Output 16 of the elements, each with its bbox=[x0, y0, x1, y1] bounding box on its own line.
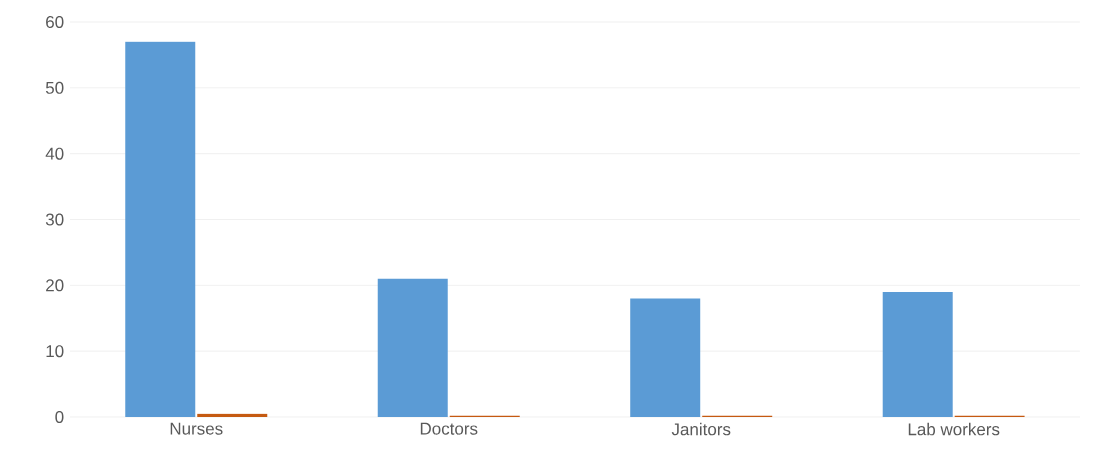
bar bbox=[125, 41, 196, 417]
bar bbox=[377, 278, 448, 417]
x-tick-label: Doctors bbox=[420, 422, 478, 435]
y-tick-label: 0 bbox=[55, 410, 64, 424]
x-tick-label: Nurses bbox=[170, 422, 223, 435]
y-tick-label: 60 bbox=[46, 15, 64, 29]
y-tick-label: 10 bbox=[46, 345, 64, 358]
bar bbox=[197, 413, 268, 417]
y-tick-label: 20 bbox=[46, 279, 64, 292]
bar bbox=[630, 298, 701, 417]
x-tick-label: Janitors bbox=[671, 422, 731, 436]
bar bbox=[882, 291, 953, 417]
x-tick-label: Lab workers bbox=[908, 422, 1000, 436]
y-tick-label: 40 bbox=[45, 147, 64, 160]
y-tick-label: 30 bbox=[45, 213, 64, 226]
y-tick-label: 50 bbox=[45, 81, 64, 94]
